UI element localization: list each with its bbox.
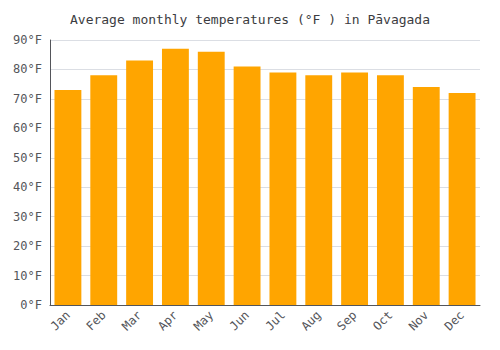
svg-text:70°F: 70°F xyxy=(13,92,42,106)
svg-text:40°F: 40°F xyxy=(13,180,42,194)
svg-text:20°F: 20°F xyxy=(13,239,42,253)
svg-text:Apr: Apr xyxy=(155,308,180,333)
svg-text:90°F: 90°F xyxy=(13,33,42,47)
svg-text:0°F: 0°F xyxy=(20,298,42,312)
svg-text:Average monthly temperatures (: Average monthly temperatures (°F ) in Pā… xyxy=(70,12,430,27)
svg-text:30°F: 30°F xyxy=(13,210,42,224)
svg-text:60°F: 60°F xyxy=(13,121,42,135)
svg-text:50°F: 50°F xyxy=(13,151,42,165)
svg-text:Sep: Sep xyxy=(334,308,359,333)
svg-text:Aug: Aug xyxy=(298,308,323,333)
svg-text:Dec: Dec xyxy=(442,308,467,333)
svg-text:Mar: Mar xyxy=(119,308,144,333)
svg-text:Jan: Jan xyxy=(48,308,73,333)
svg-text:Jul: Jul xyxy=(263,308,288,333)
svg-text:Oct: Oct xyxy=(370,308,395,333)
svg-text:Nov: Nov xyxy=(406,308,431,333)
svg-text:Feb: Feb xyxy=(83,308,108,333)
svg-text:80°F: 80°F xyxy=(13,62,42,76)
svg-text:10°F: 10°F xyxy=(13,269,42,283)
svg-text:May: May xyxy=(191,308,216,333)
svg-text:Jun: Jun xyxy=(227,308,252,333)
